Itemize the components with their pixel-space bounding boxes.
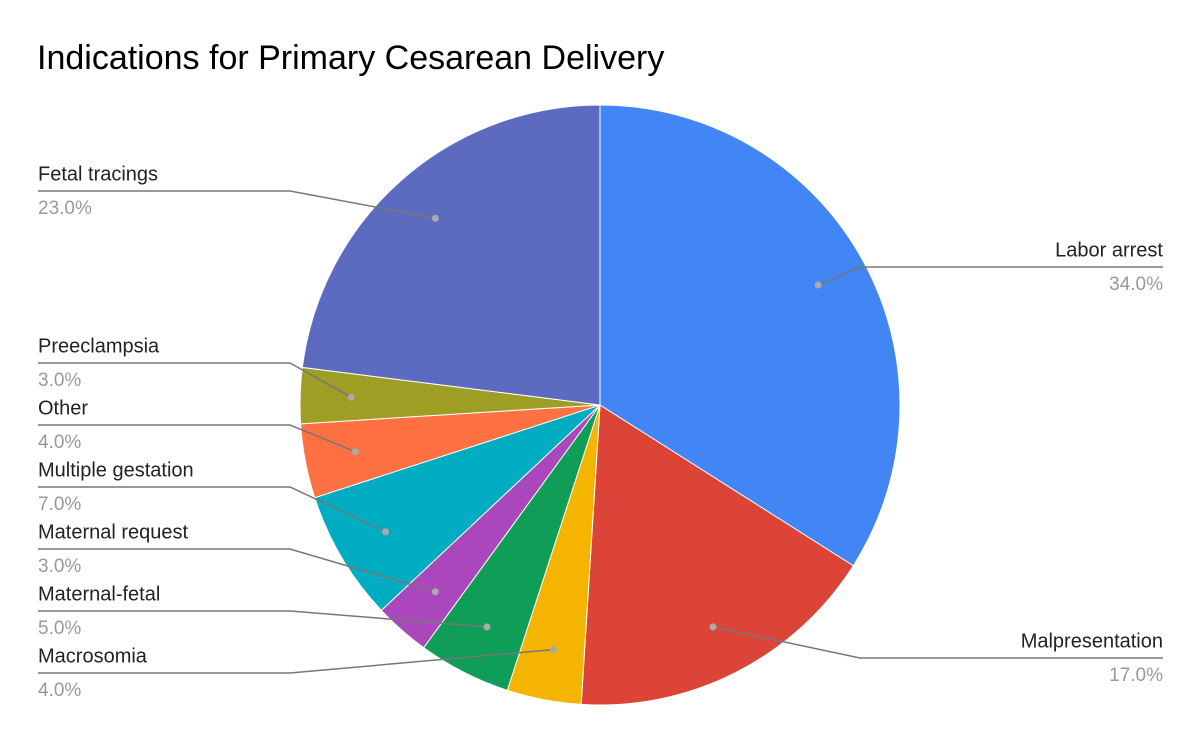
leader-dot	[709, 623, 717, 631]
leader-line	[712, 626, 1163, 659]
pie-slice	[301, 104, 601, 406]
leader-line	[38, 486, 386, 533]
slice-value-label: 17.0%	[1109, 665, 1163, 686]
slice-label: Preeclampsia	[38, 335, 160, 357]
chart-title: Indications for Primary Cesarean Deliver…	[37, 39, 664, 77]
slice-value-label: 5.0%	[38, 618, 81, 639]
slice-label: Fetal tracings	[38, 163, 158, 185]
pie-slice	[599, 104, 901, 567]
leader-dot	[382, 528, 390, 536]
pie-slice	[580, 404, 854, 706]
leader-dot	[814, 281, 822, 289]
leader-line	[38, 190, 436, 219]
slice-value-label: 3.0%	[38, 556, 81, 577]
slice-value-label: 34.0%	[1109, 274, 1163, 295]
slice-label: Macrosomia	[38, 645, 148, 667]
slice-label: Malpresentation	[1021, 630, 1163, 652]
slice-label: Other	[38, 397, 88, 419]
leader-dot	[351, 448, 359, 456]
slice-value-label: 7.0%	[38, 494, 81, 515]
leader-dot	[483, 623, 491, 631]
leader-dot	[431, 588, 439, 596]
leader-line	[38, 548, 436, 593]
leader-line	[38, 424, 356, 453]
slice-value-label: 4.0%	[38, 432, 81, 453]
pie-slice	[314, 404, 601, 612]
leader-line	[38, 610, 488, 628]
slice-label: Labor arrest	[1055, 239, 1163, 261]
leader-dot	[431, 214, 439, 222]
leader-dot	[549, 646, 557, 654]
leader-dot	[347, 393, 355, 401]
slice-value-label: 4.0%	[38, 680, 81, 701]
slice-value-label: 3.0%	[38, 370, 81, 391]
slice-label: Multiple gestation	[38, 459, 194, 481]
slice-value-label: 23.0%	[38, 198, 92, 219]
leader-line	[38, 362, 352, 398]
leader-line	[817, 266, 1163, 286]
slice-label: Maternal-fetal	[38, 583, 160, 605]
slice-label: Maternal request	[38, 521, 189, 543]
leader-line	[38, 648, 554, 674]
